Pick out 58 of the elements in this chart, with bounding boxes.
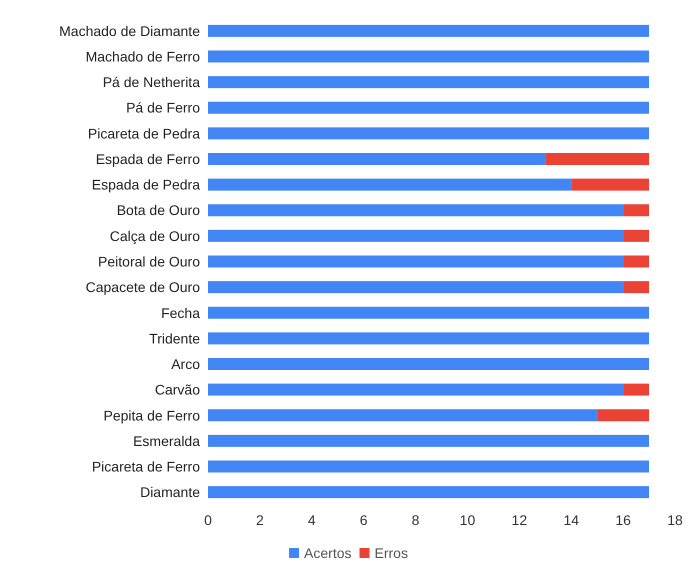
bar <box>623 384 650 396</box>
y-tick-label: Pá de Ferro <box>126 100 200 116</box>
bar <box>208 306 650 319</box>
y-tick-label: Fecha <box>161 304 200 321</box>
bar <box>545 152 650 165</box>
legend-label: Acertos <box>304 545 352 561</box>
x-tick-label: 12 <box>512 512 528 528</box>
x-tick-label: 14 <box>563 512 580 528</box>
x-tick-label: 6 <box>360 512 368 528</box>
y-tick-label: Capacete de Ouro <box>86 279 200 296</box>
bar <box>208 256 624 268</box>
bar <box>208 204 624 216</box>
y-tick-label: Pá de Netherita <box>102 74 200 90</box>
bar <box>623 230 650 242</box>
bar <box>208 486 650 498</box>
bar <box>597 409 650 422</box>
bar <box>571 178 650 191</box>
bar <box>208 127 650 140</box>
y-tick-label: Espada de Pedra <box>92 176 200 193</box>
bar <box>208 409 598 422</box>
y-tick-label: Diamante <box>140 484 200 500</box>
bar <box>208 281 624 294</box>
x-tick-label: 16 <box>615 512 632 528</box>
bar <box>208 152 546 165</box>
bar <box>208 50 650 62</box>
x-tick-label: 10 <box>460 512 476 528</box>
x-tick-label: 18 <box>667 512 683 528</box>
bar <box>208 460 650 473</box>
y-tick-label: Peitoral de Ouro <box>98 254 200 270</box>
bar <box>208 358 650 370</box>
y-tick-label: Bota de Ouro <box>116 202 200 218</box>
y-tick-label: Calça de Ouro <box>110 228 200 244</box>
y-tick-label: Esmeralda <box>133 432 200 449</box>
x-tick-label: 0 <box>204 512 212 528</box>
bar <box>208 178 572 191</box>
bar <box>623 281 650 294</box>
y-tick-label: Tridente <box>149 330 200 346</box>
y-tick-label: Carvão <box>154 382 200 398</box>
y-tick-label: Pepita de Ferro <box>104 407 200 424</box>
bar <box>623 256 650 268</box>
x-tick-label: 8 <box>412 512 420 528</box>
bar <box>208 384 624 396</box>
bar <box>208 24 650 37</box>
y-tick-label: Machado de Diamante <box>59 22 200 39</box>
bar <box>208 332 650 344</box>
bar <box>208 102 650 114</box>
bar <box>208 434 650 447</box>
x-tick-label: 2 <box>256 512 264 528</box>
y-tick-label: Machado de Ferro <box>86 48 200 64</box>
bar <box>208 76 650 88</box>
x-tick-label: 4 <box>308 512 316 528</box>
y-tick-label: Espada de Ferro <box>96 150 200 167</box>
bar <box>623 204 650 216</box>
y-tick-label: Arco <box>171 356 200 372</box>
y-tick-label: Picareta de Ferro <box>92 458 200 475</box>
bar <box>208 230 624 242</box>
y-tick-label: Picareta de Pedra <box>88 125 200 142</box>
legend-label: Erros <box>374 545 408 561</box>
